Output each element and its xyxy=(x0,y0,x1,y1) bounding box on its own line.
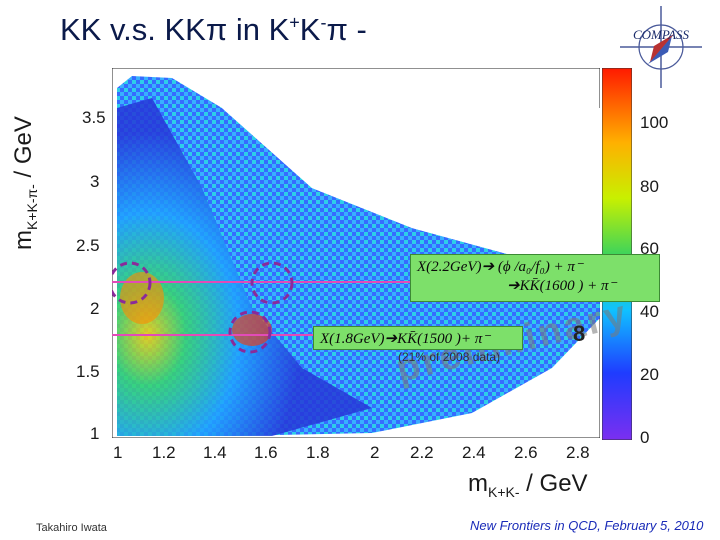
y-axis-label: mK+K-π- / GeV xyxy=(10,116,40,250)
heatmap-plot xyxy=(112,68,600,438)
marker-circle xyxy=(112,261,152,305)
y-tick: 1.5 xyxy=(76,362,100,381)
author-label: Takahiro Iwata xyxy=(36,522,107,534)
marker-circle xyxy=(250,261,294,305)
y-tick: 3 xyxy=(90,172,100,191)
colorbar-tick: 20 xyxy=(640,365,659,384)
y-tick: 3.5 xyxy=(82,108,106,127)
y-tick: 2.5 xyxy=(76,236,100,255)
colorbar-tick: 80 xyxy=(640,177,659,196)
marker-circle xyxy=(228,310,272,354)
compass-logo: COMPASS xyxy=(620,6,702,88)
heatmap-hot-band xyxy=(117,98,372,436)
annotation-upper-line1: X(2.2GeV)➔ (ϕ /a₀/f₀) + π⁻ xyxy=(417,259,583,275)
hotspot xyxy=(232,314,272,346)
annotation-upper: X(2.2GeV)➔ (ϕ /a₀/f₀) + π⁻ ➔KK̄(1600 ) +… xyxy=(410,254,660,302)
x-tick: 2.8 xyxy=(566,443,590,462)
x-tick: 2.6 xyxy=(514,443,538,462)
data-fraction-label: (21% of 2008 data) xyxy=(398,350,501,364)
empty-region xyxy=(222,108,600,273)
annotation-upper-line2: ➔KK̄(1600 ) + π⁻ xyxy=(507,278,617,294)
x-axis-label: mK+K- / GeV xyxy=(468,470,588,500)
x-tick: 1.8 xyxy=(306,443,330,462)
slide-title: KK v.s. KKπ in K+K-π - xyxy=(60,12,367,47)
x-tick: 2.4 xyxy=(462,443,486,462)
colorbar-tick: 40 xyxy=(640,302,659,321)
x-tick: 2 xyxy=(370,443,380,462)
colorbar-tick: 100 xyxy=(640,113,669,132)
colorbar-tick: 0 xyxy=(640,428,650,447)
partial-label: 8 xyxy=(573,321,586,346)
x-tick: 1.2 xyxy=(152,443,176,462)
logo-text: COMPASS xyxy=(633,27,690,42)
y-tick: 1 xyxy=(90,424,100,443)
annotation-lower: X(1.8GeV)➔KK̄(1500 )+ π⁻ xyxy=(313,326,523,350)
y-tick: 2 xyxy=(90,299,100,318)
x-tick: 1.6 xyxy=(254,443,278,462)
colorbar-tick: 60 xyxy=(640,239,659,258)
x-tick: 2.2 xyxy=(410,443,434,462)
x-tick: 1 xyxy=(113,443,123,462)
x-tick: 1.4 xyxy=(203,443,227,462)
footer-label: New Frontiers in QCD, February 5, 2010 xyxy=(470,518,704,533)
